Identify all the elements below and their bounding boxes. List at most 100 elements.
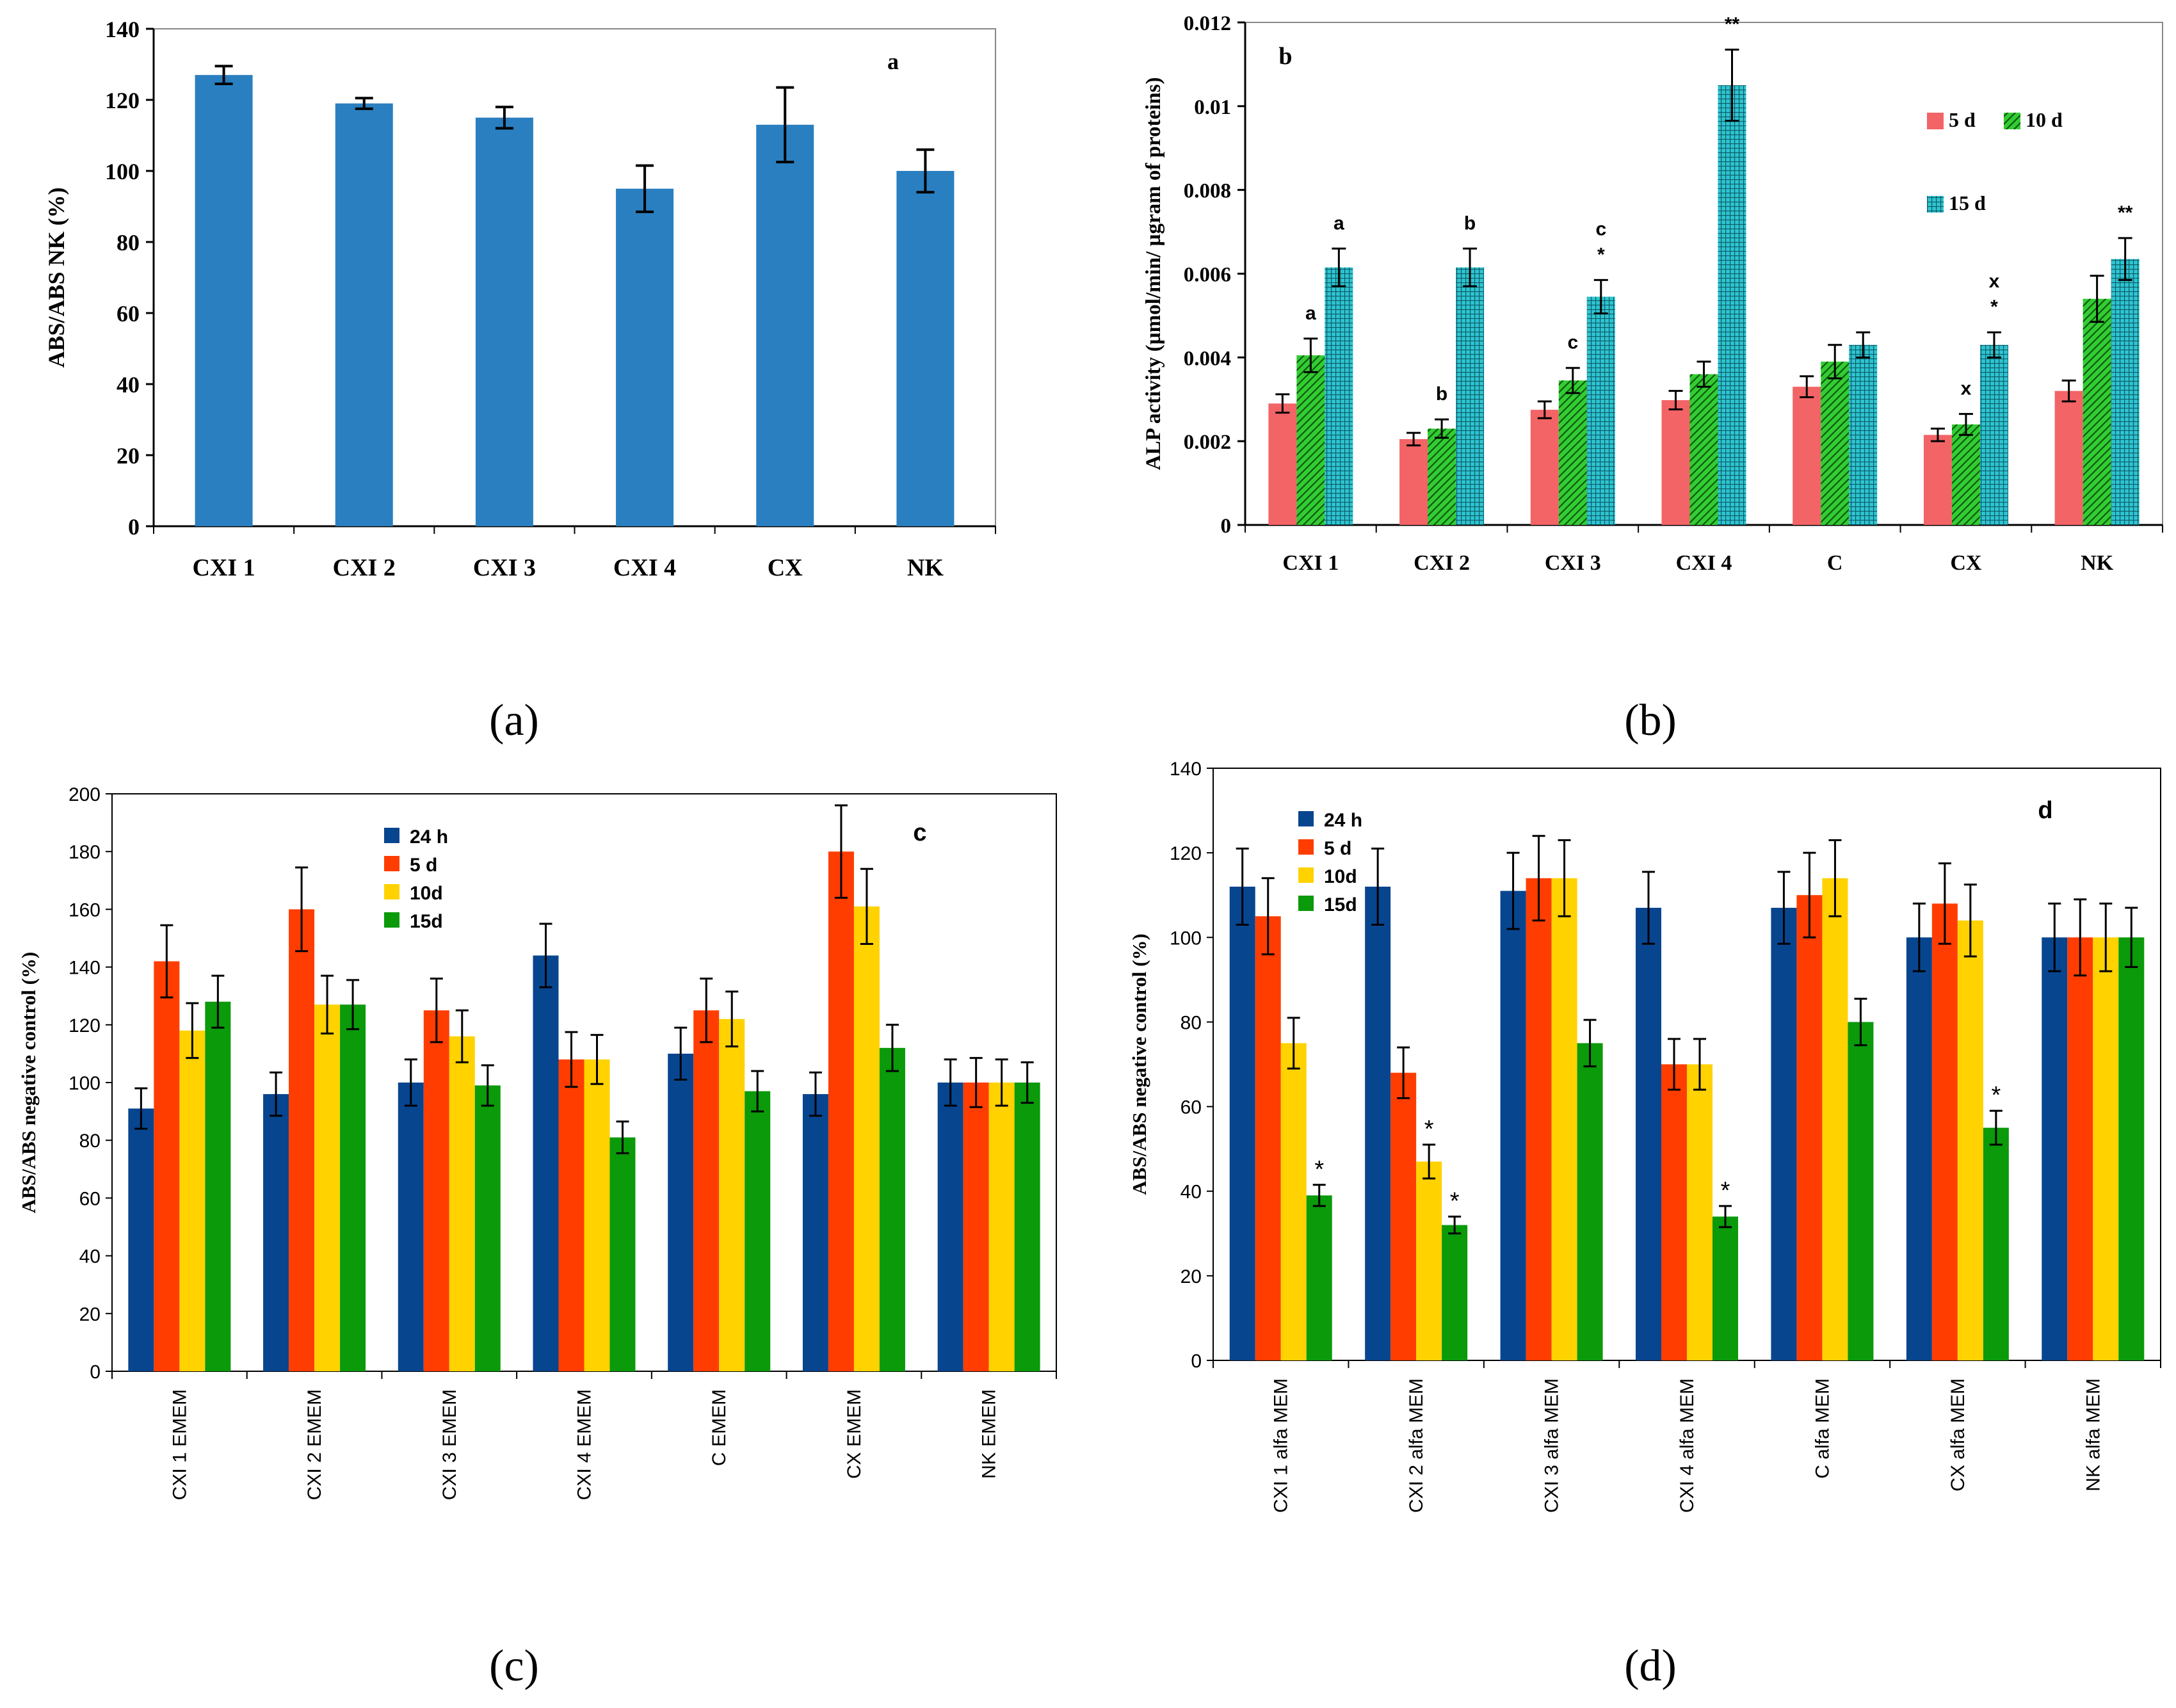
x-tick-label: CXI 1 EMEM: [169, 1389, 190, 1500]
x-tick-label: NK: [2081, 551, 2114, 575]
bar-nk: [896, 171, 955, 526]
bar-10d-cxi-1-emem: [179, 1030, 206, 1371]
caption-d: (d): [1624, 1641, 1677, 1691]
x-tick-label: CXI 3 EMEM: [439, 1389, 460, 1500]
bar-5d-cxi-2: [1399, 439, 1428, 525]
legend-swatch-10d: [384, 884, 399, 899]
bar-cxi-2: [335, 103, 393, 527]
y-tick-label: 40: [1181, 1182, 1202, 1203]
bar-10d-cxi-4: [1689, 374, 1718, 525]
x-tick-label: CXI 4: [1676, 551, 1732, 575]
x-tick-label: C alfa MEM: [1812, 1378, 1833, 1479]
significance-mark: *: [1990, 296, 1998, 318]
y-tick-label: 0.01: [1194, 96, 1231, 119]
legend-swatch-15d: [384, 912, 399, 928]
y-tick-label: 0.012: [1184, 12, 1231, 35]
panel-label-b: b: [1278, 43, 1292, 70]
significance-mark: b: [1464, 213, 1476, 234]
bar-10d-cxi-1: [1296, 355, 1325, 525]
bar-15d-cxi-3-emem: [474, 1085, 501, 1371]
bar-24h-cxi-3-emem: [398, 1083, 424, 1371]
x-tick-label: C: [1827, 551, 1843, 575]
x-tick-label: CXI 4: [613, 554, 676, 581]
legend-swatch-5d: [1298, 839, 1314, 855]
bar-15d-cxi-2-emem: [340, 1004, 366, 1371]
x-tick-label: CXI 2 alfa MEM: [1406, 1378, 1427, 1513]
bar-5d-cxi-4-emem: [558, 1059, 584, 1371]
legend: 24 h 5 d 10d 15d: [384, 826, 448, 932]
legend-label: 10d: [410, 883, 443, 904]
y-tick-label: 200: [69, 784, 101, 805]
bar-5d-cxi-1-emem: [154, 961, 180, 1371]
legend-swatch-5d: [1927, 113, 1944, 129]
y-tick-label: 80: [117, 230, 140, 255]
bar-5d-cxi-3-emem: [423, 1010, 449, 1371]
bar-15d-cxi-1-alfa-mem: [1306, 1195, 1332, 1360]
bar-15d-cx-emem: [879, 1047, 905, 1371]
panel-c-chart: 0 20 40 60 80 100 120 140 160 180 200 CXI 1 EMEM CXI…: [17, 784, 1057, 1500]
bar-24h-cxi-1-alfa-mem: [1229, 887, 1255, 1360]
x-tick-label: CXI 3 alfa MEM: [1542, 1378, 1563, 1513]
bar-24h-cxi-4-emem: [533, 955, 559, 1371]
significance-mark: *: [1424, 1116, 1434, 1143]
bar-15d-cxi-3-alfa-mem: [1577, 1043, 1603, 1360]
x-tick-label: CX: [1950, 551, 1982, 575]
x-tick-label: CXI 3: [1545, 551, 1601, 575]
bar-10d-cx-emem: [853, 906, 880, 1371]
bar-5d-cx-emem: [828, 851, 854, 1371]
y-tick-label: 80: [1181, 1012, 1202, 1033]
significance-mark: *: [1450, 1188, 1460, 1214]
bar-24h-cx-emem: [802, 1094, 828, 1371]
bar-5d-cxi-3-alfa-mem: [1526, 878, 1552, 1360]
bar-5d-cxi-3: [1530, 410, 1559, 525]
bar-10d-cxi-2-alfa-mem: [1416, 1161, 1442, 1360]
significance-mark: **: [1725, 14, 1740, 35]
y-tick-label: 0: [128, 514, 140, 540]
bar-15d-c-alfa-mem: [1848, 1022, 1874, 1360]
bar-10d-cxi-1-alfa-mem: [1280, 1043, 1307, 1360]
y-tick-label: 0: [90, 1362, 101, 1383]
legend-label: 10 d: [2026, 108, 2063, 131]
bar-cxi-3: [475, 117, 533, 526]
bar-10d-cx: [1951, 424, 1980, 525]
significance-mark: *: [1314, 1156, 1324, 1183]
bar-15d-cxi-1-emem: [205, 1001, 231, 1371]
bar-5d-cx-alfa-mem: [1931, 903, 1958, 1360]
legend-label: 24 h: [410, 826, 448, 848]
bar-5d-nk: [2054, 391, 2083, 525]
significance-mark: b: [1436, 383, 1447, 405]
y-axis-title: ABS/ABS negative control (%): [1128, 933, 1150, 1195]
bar-15d-nk-emem: [1014, 1083, 1040, 1371]
legend-label: 5 d: [1949, 108, 1976, 131]
x-tick-label: CX EMEM: [844, 1389, 865, 1479]
bar-10d-cx-alfa-mem: [1957, 920, 1983, 1360]
plot-frame: [153, 28, 996, 527]
x-tick-label: CX: [768, 554, 803, 581]
y-tick-label: 120: [1170, 843, 1202, 864]
bar-5d-cxi-4: [1661, 400, 1690, 525]
x-tick-label: CXI 3: [473, 554, 536, 581]
bar-24h-c-emem: [668, 1053, 694, 1371]
y-tick-label: 20: [117, 443, 140, 469]
bar-15d-cxi-4-alfa-mem: [1713, 1216, 1738, 1360]
legend-swatch-24h: [1298, 811, 1314, 826]
bar-15d-cxi-4: [1718, 85, 1746, 525]
panel-a-chart: 0 20 40 60 80 100 120 140 CXI 1 CXI 2 CXI 3 CXI 4 CX…: [44, 17, 996, 581]
y-tick-label: 160: [69, 899, 101, 921]
y-tick-label: 20: [1181, 1266, 1202, 1287]
bar-24h-cxi-2-emem: [263, 1094, 289, 1371]
bar-15d-cxi-2-alfa-mem: [1442, 1225, 1468, 1360]
bar-5d-cx: [1923, 435, 1952, 525]
bar-5d-cxi-1-alfa-mem: [1255, 916, 1281, 1360]
bar-5d-nk-alfa-mem: [2067, 937, 2093, 1360]
x-tick-label: C EMEM: [709, 1389, 730, 1466]
bar-10d-cxi-2: [1428, 428, 1456, 525]
y-tick-label: 140: [1170, 759, 1202, 780]
y-tick-label: 100: [1170, 928, 1202, 949]
y-tick-label: 180: [69, 842, 101, 863]
significance-mark: x: [1961, 378, 1972, 399]
x-tick-label: NK EMEM: [979, 1389, 1000, 1479]
significance-mark: c: [1595, 218, 1606, 239]
bar-5d-c: [1793, 387, 1821, 525]
legend-swatch-15d: [1927, 196, 1944, 213]
